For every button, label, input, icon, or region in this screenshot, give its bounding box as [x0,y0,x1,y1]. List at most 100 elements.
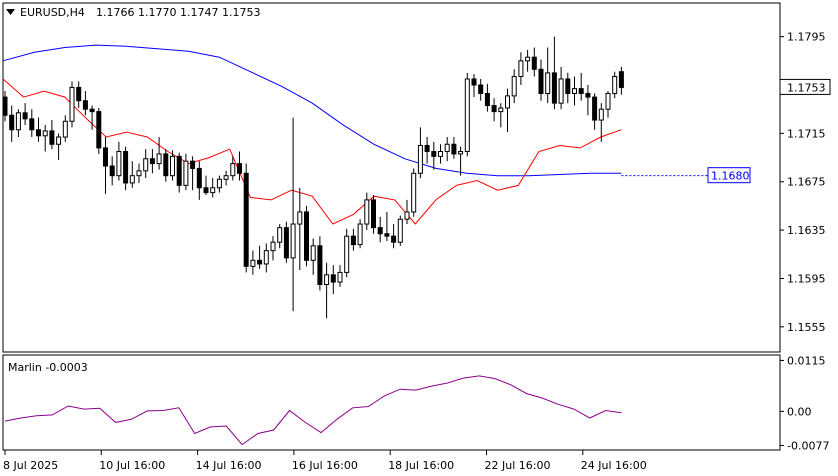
bear-candle [196,167,202,189]
current-price-box [779,78,831,95]
bull-candle [518,60,524,78]
level-label: 1.1680 [711,170,750,183]
bull-candle [230,163,236,177]
bull-candle [545,72,551,94]
price-tick-label: 1.1635 [787,224,826,237]
bull-candle [444,143,450,153]
bull-candle [598,108,604,121]
indicator-panel-frame [2,354,781,451]
bear-candle [377,227,383,235]
bull-candle [250,259,256,267]
bear-candle [96,111,102,149]
blue-ma-line [2,44,622,177]
bull-candle [170,155,175,177]
triangle-down-icon[interactable] [6,9,15,15]
bull-candle [263,250,269,265]
level-box [707,167,751,184]
bull-candle [223,175,229,180]
bear-candle [565,78,571,94]
current-price-label: 1.1753 [787,81,826,94]
bear-candle [203,187,209,194]
bull-candle [464,78,470,153]
bull-candle [404,211,410,220]
time-tick-label: 16 Jul 16:00 [292,459,358,472]
bear-candle [49,130,55,145]
bear-candle [424,144,430,153]
bear-candle [478,84,484,94]
bull-candle [324,274,330,286]
indicator-tick-label: -0.0077 [787,439,829,452]
bear-candle [123,151,129,184]
bull-candle [270,241,276,252]
bear-candle [304,211,309,261]
bear-candle [531,56,537,70]
bear-candle [29,118,35,131]
bull-candle [505,95,510,109]
bull-candle [62,120,68,138]
price-panel[interactable]: EURUSD,H4 1.1766 1.1770 1.1747 1.1753 1.… [2,2,831,353]
bull-candle [42,130,48,137]
bull-candle [15,112,21,131]
bear-candle [491,105,497,113]
bull-candle [411,172,417,213]
time-tick-label: 18 Jul 16:00 [388,459,454,472]
bear-candle [149,158,155,165]
bear-candle [551,72,557,104]
indicator-axis: 0.0115 0.00 -0.0077 [780,354,829,452]
indicator-tick-label: 0.0115 [787,354,826,367]
time-tick-label: 24 Jul 16:00 [581,459,647,472]
bear-candle [350,235,356,246]
indicator-panel[interactable]: Marlin -0.0003 0.0115 0.00 -0.0077 [2,354,829,452]
price-tick-label: 1.1795 [787,31,826,44]
time-tick-label: 22 Jul 16:00 [485,459,551,472]
symbol-label: EURUSD,H4 [20,6,85,19]
bear-candle [237,163,242,174]
price-tick-label: 1.1555 [787,321,826,334]
time-tick-label: 8 Jul 2025 [3,459,58,472]
bull-candle [277,227,283,243]
moving-averages [2,44,622,225]
bull-candle [417,144,423,174]
bear-candle [384,233,390,237]
bull-candle [605,92,611,110]
bear-candle [89,108,95,113]
bear-candle [176,155,182,186]
time-tick-label: 10 Jul 16:00 [99,459,165,472]
bear-candle [391,235,397,243]
bear-candle [578,88,584,94]
bull-candle [183,160,189,186]
bear-candle [257,259,263,265]
bear-candle [103,147,108,167]
time-tick-label: 14 Jul 16:00 [196,459,262,472]
bull-candle [397,218,403,243]
bull-candle [337,271,343,283]
bull-candle [210,187,216,194]
bear-candle [109,165,115,177]
bear-candle [592,96,598,121]
bull-candle [297,211,303,225]
indicator-title: Marlin -0.0003 [8,361,88,374]
price-tick-label: 1.1595 [787,272,826,285]
bear-candle [585,92,591,98]
bear-candle [76,86,82,102]
bull-candle [357,223,363,246]
red-ma-line [2,78,622,225]
bull-candle [525,56,531,62]
bull-candle [310,245,316,261]
bull-candle [56,136,62,145]
bull-candle [69,86,75,122]
price-panel-frame [2,2,781,353]
bull-candle [344,235,350,273]
bear-candle [36,129,41,137]
bear-candle [484,92,490,107]
bull-candle [498,107,504,113]
bull-candle [511,76,517,97]
bull-candle [364,199,370,225]
bear-candle [317,245,323,286]
bull-candle [572,88,577,94]
bull-candle [143,158,149,172]
bear-candle [22,112,28,120]
bull-candle [116,151,122,177]
bear-candle [243,172,249,267]
